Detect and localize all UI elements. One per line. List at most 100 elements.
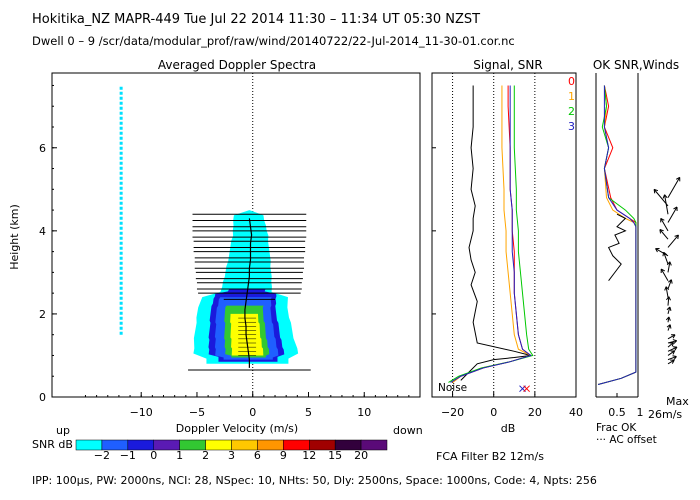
spectra-ylabel: Height (km) [8,204,21,270]
wind-barb-head [672,350,676,355]
wind-barb [667,356,677,361]
wind-barb-head [653,188,659,192]
wind-barb-head [672,355,677,358]
colorbar-tick: 0 [150,449,157,462]
wind-barb-head [665,316,670,321]
wind-barb-head [666,261,671,266]
y-tick-label: 6 [39,142,46,155]
wind-barb-head [673,206,678,210]
max-label-line2: 26m/s [648,408,682,421]
legend-entry: 0 [568,75,575,88]
wind-barb-head [669,261,672,266]
signal-panel [448,73,536,397]
noise-label: Noise [438,382,467,394]
wind-barb [667,334,676,340]
footer-params: IPP: 100μs, PW: 2000ns, NCI: 28, NSpec: … [32,474,597,487]
wind-barb-head [675,176,680,180]
colorbar-tick: 1 [176,449,183,462]
down-label: down [393,424,423,437]
header-subtitle: Dwell 0 – 9 /scr/data/modular_prof/raw/w… [32,34,515,48]
wind-barb-head [668,316,671,321]
frac-series-2 [597,85,637,386]
x-tick-label: 10 [357,406,371,419]
signal-frame [431,72,577,398]
colorbar-tick: 3 [228,449,235,462]
wind-barb-head [668,296,671,301]
noise-marker [523,385,530,393]
x-tick-label: −20 [441,406,464,419]
x-tick-label: 0 [249,406,256,419]
x-tick-label: 40 [569,406,583,419]
wind-barb [653,189,669,207]
max-label-line1: Max [666,395,689,408]
wind-barb-head [670,279,673,284]
colorbar-tick: 20 [354,449,368,462]
legend-entry: 1 [568,90,575,103]
wind-barb-head [666,306,671,311]
wind-barb-head [666,324,671,328]
wind-barb [667,359,675,365]
wind-barb-head [672,339,677,342]
filter-label: FCA Filter B2 12m/s [436,450,544,463]
y-tick-label: 2 [39,308,46,321]
spectra-ticks: −10 −5 0 5 10 0 2 4 6 [39,84,421,419]
wind-barb-head [674,234,679,237]
wind-barb-head [661,268,665,272]
colorbar-tick: 6 [254,449,261,462]
y-tick-label: 4 [39,225,46,238]
wind-barb-head [669,306,672,311]
wind-barb [667,279,672,290]
frac-series-AC [607,213,627,281]
x-tick-label: 0 [490,406,497,419]
series-3 [450,85,532,383]
wind-barb-head [677,234,679,240]
colorbar-tick: 12 [302,449,316,462]
winds-title: OK SNR,Winds [593,58,679,72]
y-tick-label: 0 [39,391,46,404]
wind-barb-head [662,194,666,199]
spectra-panel [119,73,311,397]
colorbar-swatch [360,439,388,451]
signal-ticks: −20 0 20 40 [432,147,583,419]
winds-xlabel: Frac OK [596,422,637,434]
wind-barb [667,296,670,306]
wind-barb-head [671,359,675,364]
winds-panel [597,85,681,386]
legend-entry: 3 [568,120,575,133]
wind-barb-head [659,229,664,232]
wind-barb [655,248,669,257]
wind-barb [667,206,678,223]
colorbar: −2 −1 0 1 2 3 6 9 12 15 20 [75,439,388,462]
wind-barb-head [671,342,674,347]
x-tick-label: −5 [189,406,205,419]
wind-barb-head [669,342,674,344]
spectra-xlabel: Doppler Velocity (m/s) [176,422,298,435]
mean-velocity-line [244,218,253,368]
frac-series-3 [597,85,637,386]
wind-barb-head [667,279,672,283]
x-tick-label: 0.5 [608,406,626,419]
up-label: up [56,424,70,437]
series-2 [448,85,534,383]
x-tick-label: 1 [637,406,644,419]
ac-offset-note: ··· AC offset [596,434,657,446]
x-tick-label: 5 [305,406,312,419]
x-tick-label: −10 [130,406,153,419]
winds-ticks: 0.5 1 [608,393,644,419]
wind-barb-head [673,340,678,344]
wind-barb [660,268,669,281]
colorbar-tick: −1 [120,449,136,462]
wind-barb-head [664,286,667,291]
colorbar-tick: 9 [280,449,287,462]
wind-barb-head [664,194,668,199]
wind-barb [667,350,675,356]
wind-barb-head [669,324,672,329]
wind-barb-head [653,189,656,194]
wind-barb [667,261,671,273]
wind-barb-head [659,229,662,234]
header-title: Hokitika_NZ MAPR-449 Tue Jul 22 2014 11:… [32,12,480,27]
wind-barb-head [665,286,670,291]
wind-barb-head [655,248,658,253]
wind-barb [665,286,669,298]
